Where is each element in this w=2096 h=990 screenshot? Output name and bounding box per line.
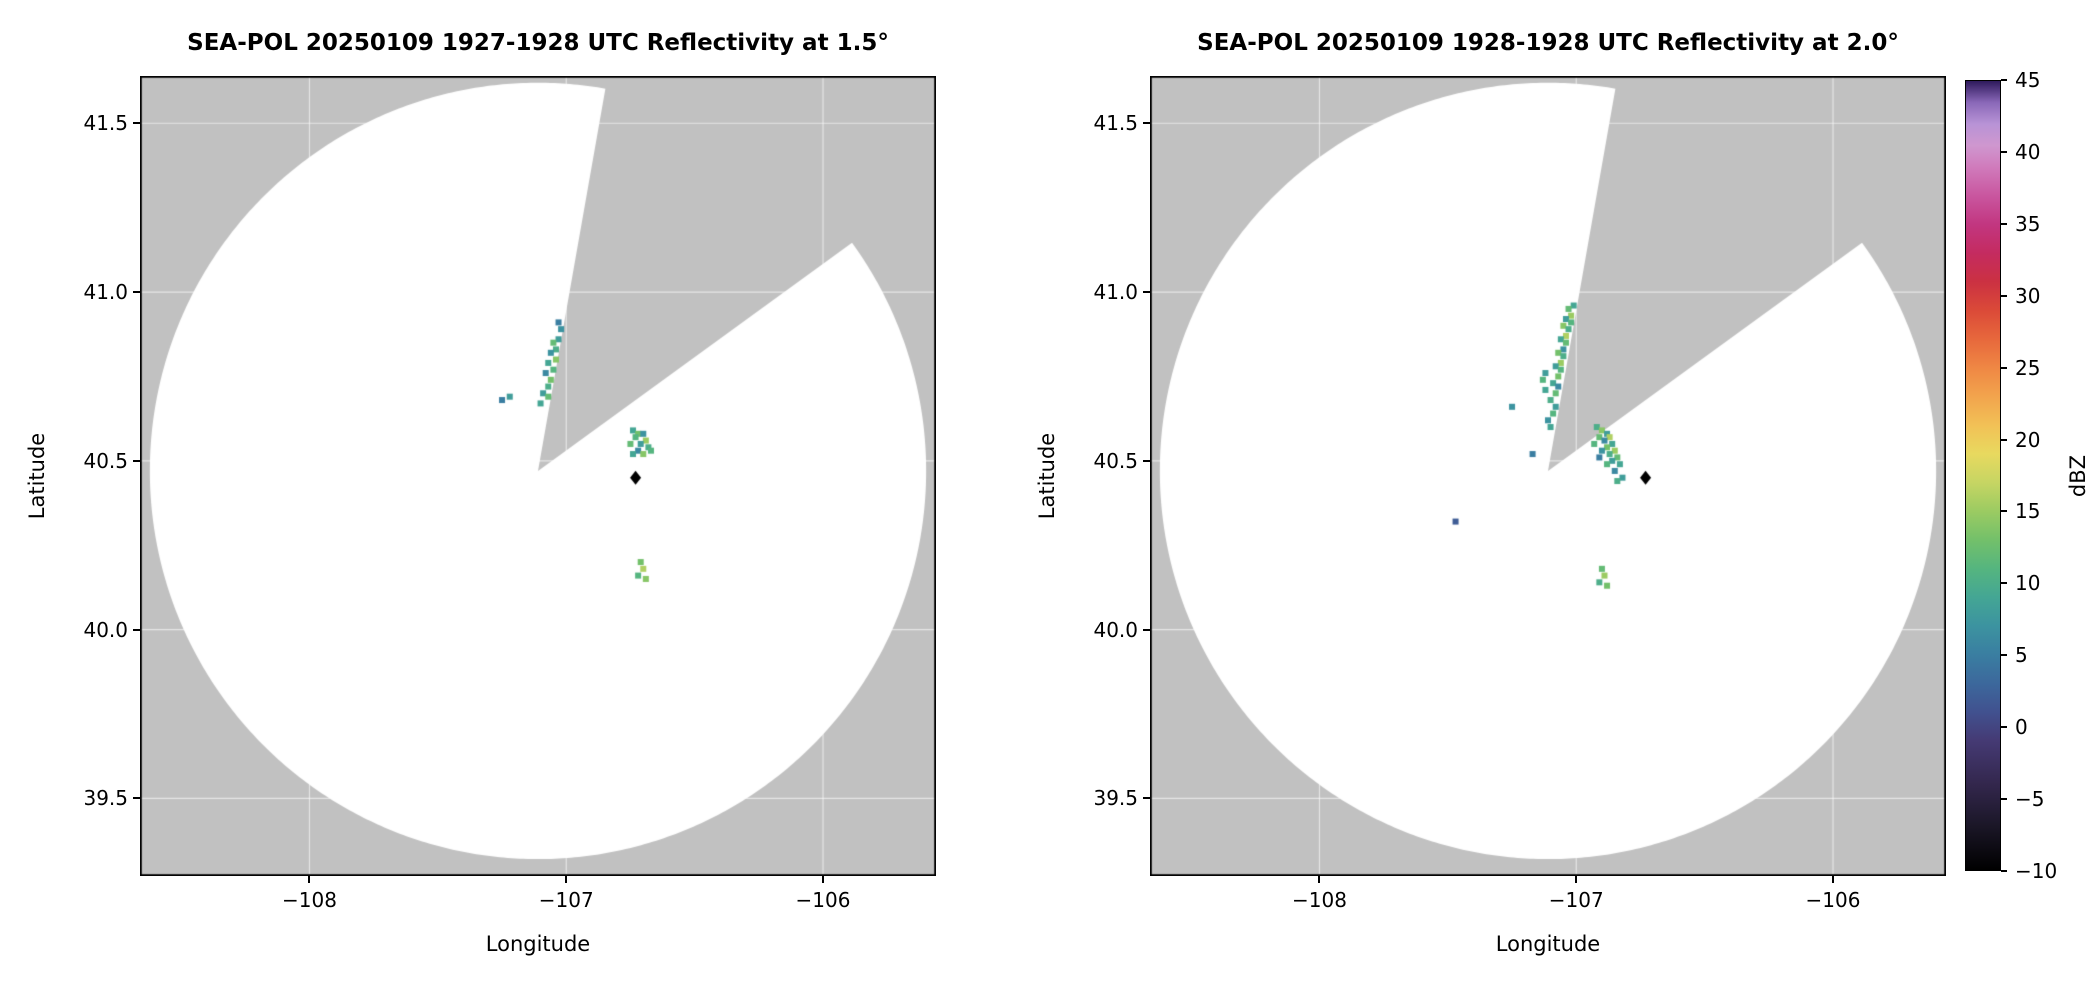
y-tick-label: 40.0 bbox=[83, 617, 128, 642]
colorbar-tick-mark bbox=[2001, 366, 2007, 369]
y-tick-label: 41.5 bbox=[1093, 111, 1138, 136]
radar-panel-2: SEA-POL 20250109 1928-1928 UTC Reflectiv… bbox=[1035, 30, 1946, 956]
colorbar-gradient bbox=[1965, 80, 2001, 871]
y-axis-label-text: Latitude bbox=[25, 432, 49, 520]
radar-ppi-canvas bbox=[140, 76, 936, 876]
colorbar-tick-label: 10 bbox=[2015, 571, 2041, 596]
colorbar: dBZ −10 −5 0 5 10 15 20 25 30 35 40 45 bbox=[1965, 68, 2096, 883]
y-tick-label: 40.0 bbox=[1093, 617, 1138, 642]
colorbar-tick-label: 5 bbox=[2015, 643, 2028, 668]
y-axis-label: Latitude bbox=[1032, 76, 1062, 876]
x-tick-mark bbox=[1575, 876, 1578, 883]
radar-ppi-canvas bbox=[1150, 76, 1946, 876]
colorbar-tick-mark bbox=[2001, 870, 2007, 872]
colorbar-label-text: dBZ bbox=[2066, 454, 2090, 497]
colorbar-tick-label: 45 bbox=[2015, 68, 2041, 92]
y-tick-mark bbox=[133, 291, 140, 294]
colorbar-tick-mark bbox=[2001, 150, 2007, 153]
colorbar-tick-label: 20 bbox=[2015, 427, 2041, 452]
colorbar-tick-label: 30 bbox=[2015, 283, 2041, 308]
y-tick-mark bbox=[133, 628, 140, 631]
x-tick-label: −107 bbox=[538, 888, 594, 912]
colorbar-tick-mark bbox=[2001, 510, 2007, 513]
y-tick-mark bbox=[133, 459, 140, 462]
panel-title: SEA-POL 20250109 1928-1928 UTC Reflectiv… bbox=[1197, 30, 1899, 56]
x-tick-mark bbox=[1832, 876, 1835, 883]
y-tick-mark bbox=[133, 797, 140, 800]
y-tick-label: 41.0 bbox=[83, 280, 128, 305]
colorbar-label: dBZ bbox=[2063, 80, 2093, 871]
colorbar-tick-mark bbox=[2001, 294, 2007, 297]
y-tick-label: 40.5 bbox=[83, 448, 128, 473]
x-tick-mark bbox=[565, 876, 568, 883]
y-tick-label: 40.5 bbox=[1093, 448, 1138, 473]
y-axis-label-text: Latitude bbox=[1035, 432, 1059, 520]
y-tick-label: 39.5 bbox=[83, 786, 128, 811]
panel-title: SEA-POL 20250109 1927-1928 UTC Reflectiv… bbox=[187, 30, 889, 56]
colorbar-tick-label: 25 bbox=[2015, 355, 2041, 380]
y-tick-mark bbox=[1143, 797, 1150, 800]
y-tick-mark bbox=[1143, 459, 1150, 462]
y-tick-mark bbox=[1143, 628, 1150, 631]
y-tick-label: 41.0 bbox=[1093, 280, 1138, 305]
x-tick-mark bbox=[822, 876, 825, 883]
y-tick-label: 41.5 bbox=[83, 111, 128, 136]
colorbar-tick-mark bbox=[2001, 654, 2007, 657]
x-tick-mark bbox=[1318, 876, 1321, 883]
y-tick-label: 39.5 bbox=[1093, 786, 1138, 811]
colorbar-tick-mark bbox=[2001, 222, 2007, 225]
x-axis-label: Longitude bbox=[485, 932, 591, 956]
colorbar-tick-label: 0 bbox=[2015, 715, 2028, 740]
colorbar-tick-mark bbox=[2001, 798, 2007, 801]
colorbar-tick-mark bbox=[2001, 438, 2007, 441]
colorbar-tick-label: 15 bbox=[2015, 499, 2041, 524]
y-tick-mark bbox=[1143, 291, 1150, 294]
x-tick-label: −108 bbox=[1292, 888, 1347, 912]
x-axis-label: Longitude bbox=[1495, 932, 1601, 956]
colorbar-tick-label: 40 bbox=[2015, 139, 2041, 164]
y-axis-label: Latitude bbox=[22, 76, 52, 876]
y-tick-mark bbox=[133, 122, 140, 125]
colorbar-tick-label: −10 bbox=[2015, 859, 2058, 883]
radar-panel-1: SEA-POL 20250109 1927-1928 UTC Reflectiv… bbox=[25, 30, 936, 956]
x-tick-mark bbox=[308, 876, 311, 883]
colorbar-tick-label: −5 bbox=[2015, 787, 2045, 812]
x-tick-label: −106 bbox=[795, 888, 851, 912]
x-tick-label: −107 bbox=[1548, 888, 1604, 912]
colorbar-tick-mark bbox=[2001, 726, 2007, 729]
colorbar-tick-mark bbox=[2001, 582, 2007, 585]
colorbar-tick-label: 35 bbox=[2015, 211, 2041, 236]
colorbar-tick-mark bbox=[2001, 79, 2007, 81]
x-tick-label: −108 bbox=[282, 888, 337, 912]
x-tick-label: −106 bbox=[1805, 888, 1861, 912]
y-tick-mark bbox=[1143, 122, 1150, 125]
